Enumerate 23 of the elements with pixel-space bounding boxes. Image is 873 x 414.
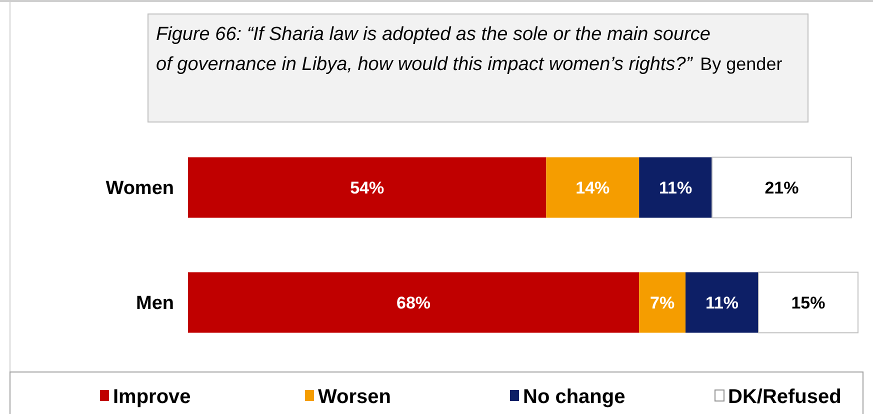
bar [188,157,546,218]
y-tick-label: Women [106,178,174,200]
bar [686,272,758,333]
bar [639,272,686,333]
legend-label: Worsen [318,386,391,408]
y-tick-label: Men [136,293,174,314]
bar [546,157,640,218]
data-label: 11% [659,178,692,198]
data-label: 14% [576,178,610,198]
chart-subtitle: By gender [700,54,782,74]
data-label: 7% [650,293,675,312]
data-label: 54% [350,178,384,198]
data-label: 11% [705,293,739,312]
bar [712,156,852,218]
legend-label: No change [523,386,626,408]
bar [639,157,712,218]
text: DK/Refused [728,386,842,408]
data-label: 15% [791,293,826,312]
bar [188,272,640,333]
data-label: 68% [396,293,431,312]
legend-label: Improve [113,386,191,408]
data-label: 21% [764,178,799,198]
bar [758,272,858,334]
